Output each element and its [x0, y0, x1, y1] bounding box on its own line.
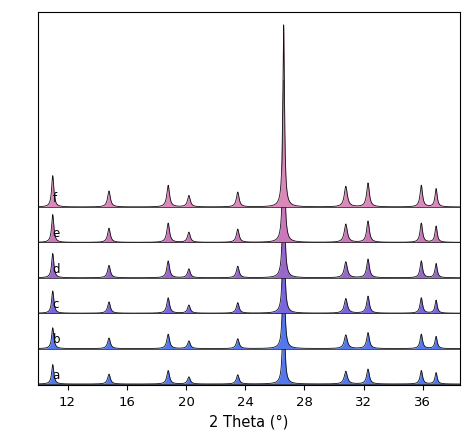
Text: f: f [53, 191, 57, 205]
Text: c: c [53, 297, 59, 311]
Text: b: b [53, 333, 60, 346]
Text: a: a [53, 368, 60, 381]
Text: e: e [53, 227, 60, 240]
Text: d: d [53, 262, 60, 275]
X-axis label: 2 Theta (°): 2 Theta (°) [209, 413, 289, 429]
